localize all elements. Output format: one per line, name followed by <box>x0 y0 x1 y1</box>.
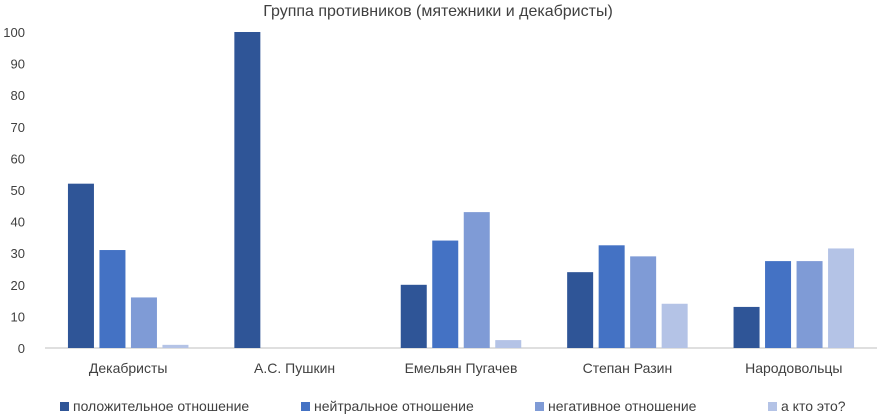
bar <box>733 306 760 348</box>
y-tick-label: 20 <box>11 278 25 293</box>
legend-swatch <box>768 402 777 411</box>
bar <box>234 32 261 348</box>
y-tick-label: 70 <box>11 120 25 135</box>
x-tick-label: Народовольцы <box>745 360 842 376</box>
x-tick-label: Емельян Пугачев <box>405 360 518 376</box>
y-tick-label: 10 <box>11 309 25 324</box>
bar <box>661 303 688 348</box>
bar <box>630 256 657 348</box>
y-axis: 0 10 20 30 40 50 60 70 80 90 100 <box>3 25 25 356</box>
bar <box>567 272 594 348</box>
x-tick-label: Декабристы <box>89 360 168 376</box>
y-tick-label: 60 <box>11 151 25 166</box>
bar <box>495 340 522 348</box>
y-tick-label: 40 <box>11 215 25 230</box>
bar <box>765 261 792 348</box>
x-tick-label: А.С. Пушкин <box>254 360 335 376</box>
chart-title: Группа противников (мятежники и декабрис… <box>263 3 613 20</box>
legend-label: нейтральное отношение <box>314 398 474 414</box>
bar <box>130 297 157 348</box>
x-tick-label: Степан Разин <box>583 360 673 376</box>
bar <box>162 344 189 348</box>
y-tick-label: 100 <box>3 25 25 40</box>
y-tick-label: 30 <box>11 246 25 261</box>
bar <box>99 250 126 348</box>
bar <box>400 284 427 348</box>
bar <box>463 212 490 348</box>
legend-swatch <box>535 402 544 411</box>
legend-label: а кто это? <box>781 398 846 414</box>
y-tick-label: 80 <box>11 88 25 103</box>
y-tick-label: 90 <box>11 57 25 72</box>
bar <box>67 183 94 348</box>
legend-label: негативное отношение <box>548 398 697 414</box>
legend-swatch <box>60 402 69 411</box>
y-tick-label: 50 <box>11 183 25 198</box>
legend: положительное отношение нейтральное отнош… <box>60 398 846 414</box>
legend-swatch <box>301 402 310 411</box>
y-tick-label: 0 <box>18 341 25 356</box>
bar <box>598 245 625 348</box>
bar <box>432 240 459 348</box>
bar <box>796 261 823 348</box>
bars-group <box>67 32 855 348</box>
x-axis: Декабристы А.С. Пушкин Емельян Пугачев Степ… <box>89 360 843 376</box>
bar <box>828 248 855 348</box>
legend-label: положительное отношение <box>73 398 249 414</box>
